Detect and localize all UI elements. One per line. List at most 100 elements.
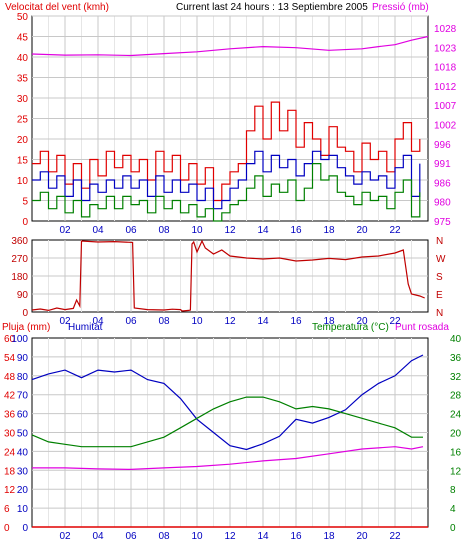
y-tick-label-pressure: 1018: [434, 63, 457, 74]
y-tick-label-wind: 25: [17, 115, 29, 126]
y-tick-label-temperature: 24: [450, 410, 462, 421]
series-line-dewpoint: [32, 446, 424, 471]
y-tick-label-wind: 0: [22, 217, 28, 228]
y-tick-label-direction: 270: [11, 254, 28, 265]
x-tick-label: 06: [125, 316, 137, 327]
x-tick-label: 02: [59, 531, 71, 542]
x-tick-label: 10: [191, 316, 203, 327]
y-tick-label-wind: 50: [17, 12, 29, 23]
y-tick-label-wind: 15: [17, 156, 29, 167]
y-tick-label-humidity: 10: [17, 504, 29, 515]
x-tick-label: 20: [356, 225, 368, 236]
y-tick-label-humidity: 0: [22, 523, 28, 534]
y-tick-label-temperature: 4: [450, 504, 456, 515]
y-tick-label-wind: 30: [17, 94, 29, 105]
y-tick-label-pressure: 986: [434, 178, 451, 189]
y-tick-label-rain: 42: [4, 391, 16, 402]
y-tick-label-humidity: 100: [11, 334, 28, 345]
wind-axis-title: Velocitat del vent (kmh): [5, 2, 109, 13]
series-line-wind_min: [32, 163, 421, 222]
x-tick-label: 18: [323, 316, 335, 327]
y-tick-label-rain: 24: [4, 447, 16, 458]
y-tick-label-compass: E: [436, 290, 443, 301]
y-tick-label-direction: 360: [11, 236, 28, 247]
y-tick-label-pressure: 1002: [434, 121, 457, 132]
chart-title: Current last 24 hours : 13 Septiembre 20…: [176, 2, 368, 13]
y-tick-label-rain: 36: [4, 410, 16, 421]
y-tick-label-wind: 40: [17, 53, 29, 64]
x-tick-label: 08: [158, 225, 170, 236]
y-tick-label-rain: 0: [4, 523, 10, 534]
x-tick-label: 14: [257, 531, 269, 542]
series-line-wind_avg: [32, 150, 421, 210]
y-tick-label-compass: N: [436, 236, 443, 247]
x-tick-label: 04: [92, 225, 104, 236]
y-tick-label-compass: S: [436, 272, 443, 283]
y-tick-label-temperature: 8: [450, 485, 456, 496]
y-tick-label-wind: 35: [17, 74, 29, 85]
y-tick-label-direction: 90: [17, 290, 29, 301]
y-tick-label-pressure: 975: [434, 217, 451, 228]
x-tick-label: 12: [224, 225, 236, 236]
y-tick-label-temperature: 12: [450, 466, 462, 477]
x-tick-label: 14: [257, 225, 269, 236]
x-tick-label: 08: [158, 316, 170, 327]
x-tick-label: 12: [224, 316, 236, 327]
x-tick-label: 12: [224, 531, 236, 542]
y-tick-label-humidity: 80: [17, 372, 29, 383]
y-tick-label-pressure: 1023: [434, 43, 457, 54]
x-tick-label: 02: [59, 316, 71, 327]
x-tick-label: 20: [356, 531, 368, 542]
y-tick-label-pressure: 1007: [434, 101, 457, 112]
y-tick-label-rain: 6: [4, 504, 10, 515]
y-tick-label-temperature: 32: [450, 372, 462, 383]
y-tick-label-wind: 10: [17, 176, 29, 187]
x-tick-label: 16: [290, 531, 302, 542]
x-tick-label: 10: [191, 531, 203, 542]
y-tick-label-humidity: 90: [17, 353, 29, 364]
y-tick-label-direction: 180: [11, 272, 28, 283]
y-tick-label-rain: 48: [4, 372, 16, 383]
y-tick-label-temperature: 20: [450, 429, 462, 440]
x-tick-label: 06: [125, 225, 137, 236]
x-tick-label: 04: [92, 316, 104, 327]
rain-axis-title: Pluja (mm): [2, 322, 50, 333]
pressure-axis-title: Pressió (mb): [372, 2, 429, 13]
y-tick-label-rain: 18: [4, 466, 16, 477]
dewpoint-axis-title: Punt rosada: [395, 322, 449, 333]
y-tick-label-compass: W: [436, 254, 446, 265]
x-tick-label: 16: [290, 225, 302, 236]
y-tick-label-humidity: 30: [17, 466, 29, 477]
series-line-humidity: [31, 354, 424, 451]
x-tick-label: 08: [158, 531, 170, 542]
x-tick-label: 20: [356, 316, 368, 327]
y-tick-label-humidity: 60: [17, 410, 29, 421]
x-tick-label: 14: [257, 316, 269, 327]
y-tick-label-pressure: 991: [434, 159, 451, 170]
y-tick-label-wind: 5: [22, 197, 28, 208]
y-tick-label-compass: N: [436, 308, 443, 319]
y-tick-label-humidity: 40: [17, 447, 29, 458]
x-tick-label: 16: [290, 316, 302, 327]
x-tick-label: 06: [125, 531, 137, 542]
x-tick-label: 18: [323, 225, 335, 236]
x-tick-label: 22: [389, 225, 401, 236]
y-tick-label-wind: 45: [17, 33, 29, 44]
y-tick-label-wind: 20: [17, 135, 29, 146]
y-tick-label-pressure: 1028: [434, 24, 457, 35]
y-tick-label-direction: 0: [22, 308, 28, 319]
y-tick-label-pressure: 980: [434, 198, 451, 209]
y-tick-label-rain: 12: [4, 485, 16, 496]
series-line-pressure: [31, 35, 429, 57]
series-line-direction: [31, 239, 425, 312]
series-line-wind_gust: [32, 101, 421, 202]
y-tick-label-humidity: 20: [17, 485, 29, 496]
y-tick-label-humidity: 50: [17, 429, 29, 440]
y-tick-label-temperature: 0: [450, 523, 456, 534]
y-tick-label-temperature: 16: [450, 447, 462, 458]
y-tick-label-humidity: 70: [17, 391, 29, 402]
x-tick-label: 10: [191, 225, 203, 236]
y-tick-label-temperature: 28: [450, 391, 462, 402]
series-line-temperature: [31, 396, 423, 448]
